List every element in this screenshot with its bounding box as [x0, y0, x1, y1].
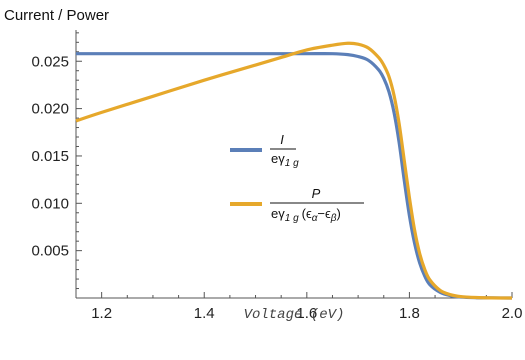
legend-num-power: P: [312, 186, 321, 201]
y-tick-label: 0.005: [31, 243, 69, 260]
series-lines: [75, 41, 513, 300]
series-current-line: [76, 52, 513, 300]
y-axis-title: Current / Power: [4, 7, 109, 24]
legend: I eγ1 g P eγ1 g (ϵα−ϵβ): [230, 132, 364, 224]
y-tick-label: 0.010: [31, 195, 69, 212]
x-tick-label: 1.6: [296, 305, 317, 322]
y-tick-label: 0.025: [31, 53, 69, 70]
y-tick-label: 0.015: [31, 148, 69, 165]
series-power-line: [75, 41, 513, 300]
x-ticks: 1.2 1.4 1.6 1.8 2.0: [75, 292, 523, 322]
legend-num-current: I: [280, 132, 284, 147]
x-axis-label: Voltage (eV): [244, 307, 345, 323]
x-tick-label: 1.8: [399, 305, 420, 322]
x-tick-label: 1.4: [194, 305, 215, 322]
legend-den-power: eγ1 g (ϵα−ϵβ): [271, 206, 341, 224]
x-tick-label: 1.2: [91, 305, 112, 322]
axes: [75, 30, 512, 299]
x-tick-label: 2.0: [502, 305, 523, 322]
legend-den-current: eγ1 g: [271, 151, 299, 169]
y-ticks: 0.005 0.010 0.015 0.020 0.025: [31, 32, 82, 290]
y-tick-label: 0.020: [31, 101, 69, 118]
